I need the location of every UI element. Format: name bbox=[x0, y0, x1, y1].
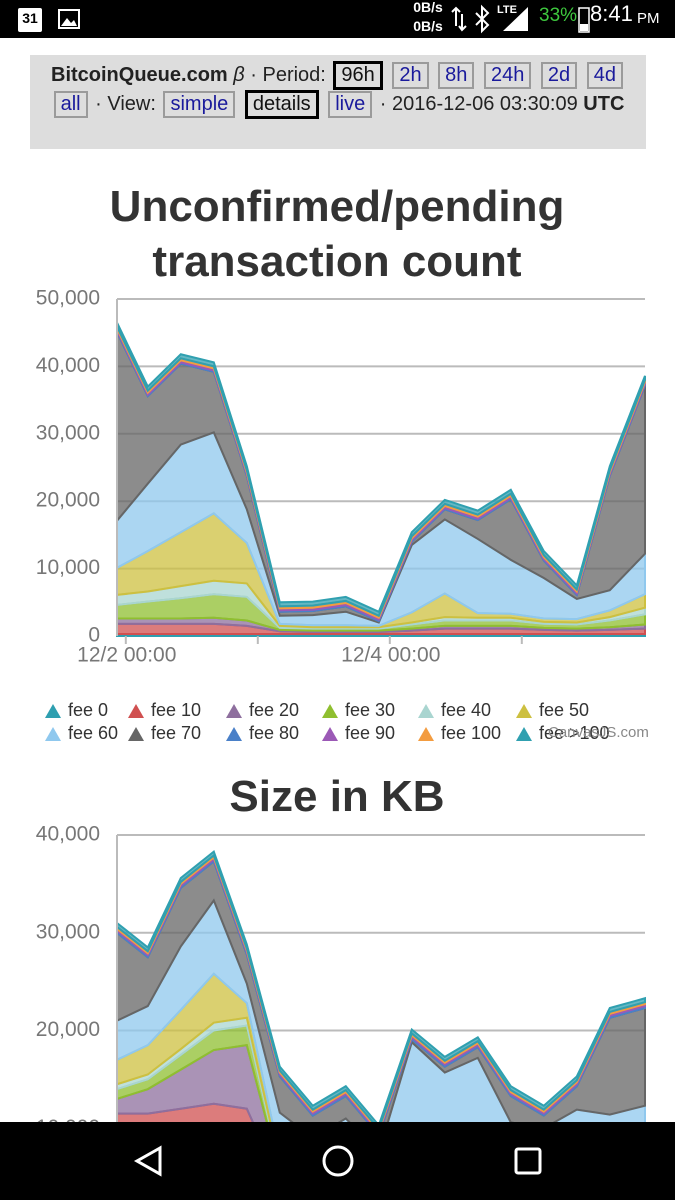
chart-title: Size in KB bbox=[229, 772, 445, 821]
y-tick-label: 30,000 bbox=[36, 920, 100, 943]
y-tick-label: 0 bbox=[88, 624, 100, 647]
chart-title: Unconfirmed/pending transaction count bbox=[109, 182, 565, 286]
legend-marker bbox=[128, 727, 144, 741]
x-tick-label: 12/2 00:00 bbox=[77, 644, 176, 667]
data-arrows bbox=[451, 6, 467, 32]
clock-ampm: PM bbox=[637, 10, 660, 27]
header-line: BitcoinQueue.com β · Period: 96h 2h 8h 2… bbox=[48, 61, 628, 119]
view-label: · View: bbox=[95, 93, 156, 115]
period-button[interactable]: 96h bbox=[333, 61, 383, 90]
legend-label: fee 20 bbox=[249, 700, 299, 720]
net-up: 0B/s bbox=[413, 0, 443, 15]
period-button[interactable]: all bbox=[53, 91, 88, 118]
view-button[interactable]: simple bbox=[163, 91, 236, 118]
period-button[interactable]: 4d bbox=[586, 62, 623, 89]
image-icon bbox=[58, 9, 80, 29]
area-series bbox=[116, 322, 646, 618]
area-series bbox=[116, 1044, 268, 1122]
y-tick-label: 40,000 bbox=[36, 823, 100, 846]
y-tick-label: 10,000 bbox=[36, 1116, 100, 1122]
period-button[interactable]: 2d bbox=[540, 62, 578, 89]
calendar-day: 31 bbox=[22, 10, 38, 26]
legend-marker bbox=[322, 727, 338, 741]
legend-marker bbox=[226, 727, 242, 741]
legend-label: fee >100 bbox=[539, 723, 610, 743]
y-tick-label: 20,000 bbox=[36, 1018, 100, 1041]
status-icons: 31 0B/s 0B/s LTE 33% 8:41 PM bbox=[18, 0, 660, 34]
calendar-icon bbox=[18, 8, 42, 32]
legend-label: fee 50 bbox=[539, 700, 589, 720]
bluetooth-icon bbox=[475, 4, 490, 34]
period-button[interactable]: 24h bbox=[483, 62, 532, 89]
legend-label: fee 40 bbox=[441, 700, 491, 720]
back-button[interactable] bbox=[133, 1145, 162, 1177]
recents-button[interactable] bbox=[514, 1147, 542, 1175]
legend-label: fee 80 bbox=[249, 723, 299, 743]
site-header: BitcoinQueue.com β · Period: 96h 2h 8h 2… bbox=[30, 55, 646, 149]
battery-icon bbox=[578, 7, 590, 33]
site-name: BitcoinQueue.com bbox=[51, 64, 228, 86]
legend-label: fee 70 bbox=[151, 723, 201, 743]
legend-label: fee 60 bbox=[68, 723, 118, 743]
period-label: · Period: bbox=[250, 64, 326, 86]
timestamp: · 2016-12-06 03:30:09 bbox=[379, 93, 578, 115]
legend-label: fee 10 bbox=[151, 700, 201, 720]
legend-marker bbox=[418, 727, 434, 741]
legend-marker bbox=[226, 704, 242, 718]
image-icon-glyph bbox=[61, 18, 77, 26]
view-button[interactable]: live bbox=[328, 91, 373, 118]
legend-marker bbox=[45, 727, 61, 741]
legend-label: fee 0 bbox=[68, 700, 108, 720]
legend-label: fee 100 bbox=[441, 723, 501, 743]
area-series bbox=[116, 898, 646, 1122]
y-tick-label: 30,000 bbox=[36, 421, 100, 444]
legend-label: fee 30 bbox=[345, 700, 395, 720]
legend-label: fee 90 bbox=[345, 723, 395, 743]
period-button[interactable]: 8h bbox=[438, 62, 475, 89]
nav-icons bbox=[133, 1145, 542, 1177]
period-button[interactable]: 2h bbox=[392, 62, 429, 89]
clock: 8:41 bbox=[590, 1, 633, 26]
status-bar: 31 0B/s 0B/s LTE 33% 8:41 PM bbox=[0, 0, 675, 38]
legend-marker bbox=[418, 704, 434, 718]
x-tick-label: 12/4 00:00 bbox=[341, 644, 440, 667]
watermark: CanvasJS.com bbox=[548, 724, 649, 741]
charts: 0 10,000 20,000 30,000 40,000 50,000 12/2 00:0… bbox=[36, 287, 649, 1122]
area-series bbox=[116, 1102, 254, 1122]
network-type: LTE bbox=[497, 4, 517, 16]
home-button[interactable] bbox=[322, 1145, 354, 1177]
navigation-bar bbox=[0, 1122, 675, 1200]
y-tick-label: 10,000 bbox=[36, 556, 100, 579]
area-series bbox=[116, 849, 646, 1122]
legend-marker bbox=[516, 704, 532, 718]
y-tick-label: 20,000 bbox=[36, 489, 100, 512]
area-series bbox=[116, 1016, 272, 1122]
legend-marker bbox=[45, 704, 61, 718]
legend-marker bbox=[516, 727, 532, 741]
y-tick-label: 40,000 bbox=[36, 354, 100, 377]
timezone: UTC bbox=[583, 93, 625, 115]
beta-mark: β bbox=[233, 64, 245, 86]
battery-percent: 33% bbox=[539, 5, 577, 26]
legend-marker bbox=[128, 704, 144, 718]
legend-marker bbox=[322, 704, 338, 718]
y-tick-label: 50,000 bbox=[36, 287, 100, 310]
area-series bbox=[116, 972, 274, 1122]
view-button[interactable]: details bbox=[244, 90, 319, 119]
net-down: 0B/s bbox=[413, 18, 443, 34]
battery-level bbox=[580, 24, 588, 31]
signal-icon bbox=[503, 7, 528, 31]
